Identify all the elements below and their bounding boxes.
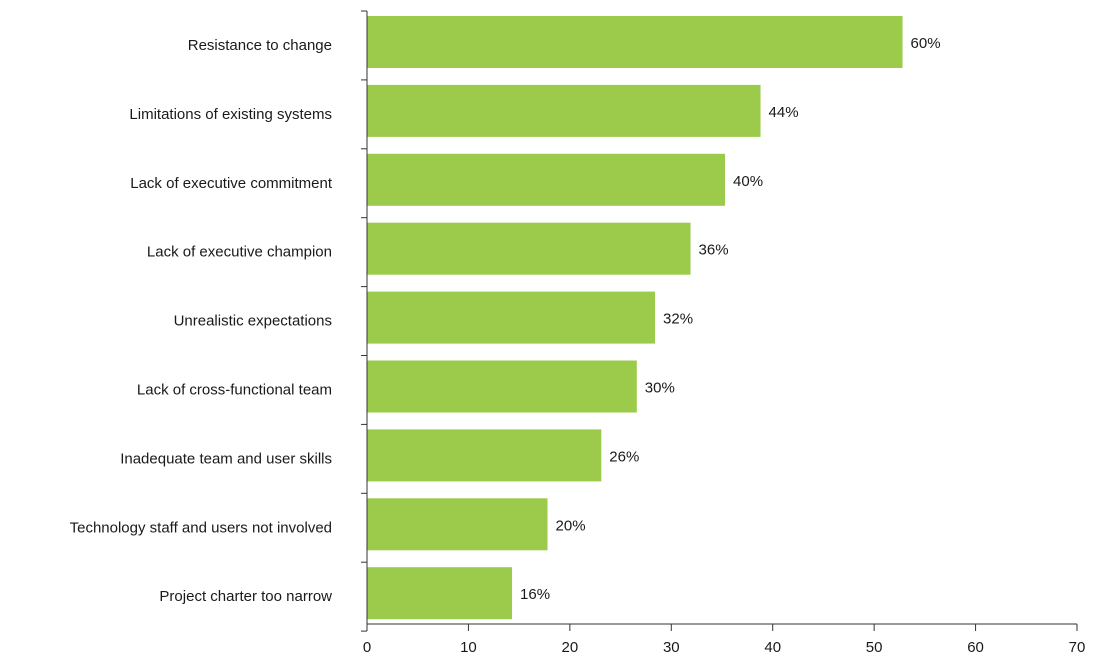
x-tick-label: 30 (663, 639, 680, 656)
bar (367, 429, 602, 482)
category-label: Lack of cross-functional team (137, 382, 332, 399)
data-label: 20% (556, 517, 586, 534)
data-label: 60% (911, 35, 941, 52)
category-label: Lack of executive champion (147, 244, 332, 261)
data-label: 16% (520, 586, 550, 603)
bar (367, 153, 726, 206)
data-label: 44% (769, 104, 799, 121)
data-label: 30% (645, 380, 675, 397)
category-label: Limitations of existing systems (129, 106, 332, 123)
axes-group: 0 10 20 30 40 50 60 70 (361, 10, 1086, 656)
data-label: 40% (733, 173, 763, 190)
bar (367, 291, 656, 344)
x-tick-label: 0 (363, 639, 371, 656)
data-label: 26% (609, 448, 639, 465)
value-labels-group: 60% 44% 40% 36% 32% 30% 26% 20% 16% (520, 35, 941, 603)
category-label: Inadequate team and user skills (120, 450, 332, 467)
category-labels-group: Resistance to change Limitations of exist… (70, 37, 333, 605)
x-tick-label: 60 (967, 639, 984, 656)
data-label: 36% (699, 242, 729, 259)
data-label: 32% (663, 311, 693, 328)
bar (367, 567, 513, 620)
category-label: Project charter too narrow (159, 588, 332, 605)
bar (367, 498, 548, 551)
bar (367, 222, 691, 275)
category-label: Technology staff and users not involved (70, 519, 332, 536)
category-label: Lack of executive commitment (130, 175, 333, 192)
x-tick-label: 50 (866, 639, 883, 656)
x-tick-label: 70 (1069, 639, 1086, 656)
category-label: Unrealistic expectations (174, 313, 332, 330)
x-tick-label: 10 (460, 639, 477, 656)
category-label: Resistance to change (188, 37, 332, 54)
bar (367, 16, 903, 68)
bars-group (367, 16, 903, 620)
bar (367, 84, 761, 137)
x-tick-label: 40 (764, 639, 781, 656)
bar (367, 360, 637, 413)
x-tick-label: 20 (562, 639, 579, 656)
